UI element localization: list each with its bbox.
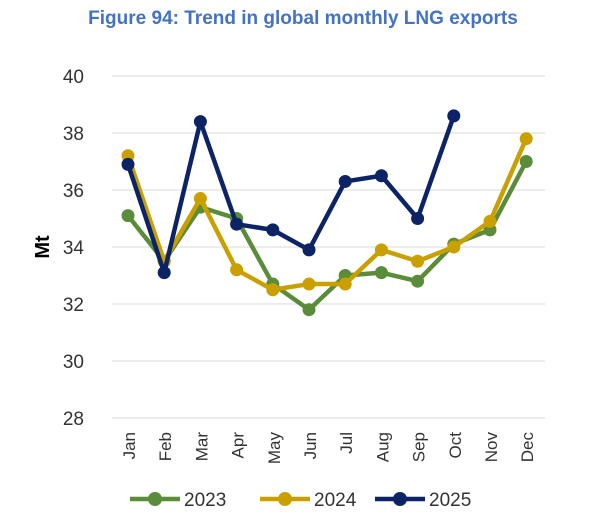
x-tick-label: Dec bbox=[518, 432, 537, 463]
x-tick-label: Feb bbox=[156, 432, 175, 461]
x-tick-label: Jan bbox=[120, 432, 139, 459]
data-point-2025 bbox=[374, 169, 388, 183]
x-tick-label: Oct bbox=[446, 432, 465, 459]
y-tick-label: 32 bbox=[63, 295, 84, 316]
y-tick-label: 40 bbox=[63, 67, 84, 88]
data-point-2025 bbox=[302, 243, 316, 257]
data-point-2025 bbox=[266, 223, 280, 237]
legend-label: 2023 bbox=[184, 490, 226, 511]
y-tick-label: 34 bbox=[63, 238, 85, 259]
data-point-2024 bbox=[447, 240, 461, 254]
x-tick-label: Aug bbox=[373, 432, 392, 462]
legend-label: 2024 bbox=[314, 490, 357, 511]
data-point-2025 bbox=[121, 157, 135, 171]
x-tick-label: May bbox=[265, 432, 284, 465]
y-tick-label: 38 bbox=[63, 124, 84, 145]
data-point-2024 bbox=[266, 283, 280, 297]
data-point-2025 bbox=[193, 115, 207, 129]
data-point-2024 bbox=[230, 263, 244, 277]
data-point-2024 bbox=[193, 192, 207, 206]
data-point-2023 bbox=[411, 274, 425, 288]
data-point-2025 bbox=[157, 266, 171, 280]
data-point-2023 bbox=[121, 209, 135, 223]
x-tick-label: Nov bbox=[482, 432, 501, 463]
data-point-2024 bbox=[374, 243, 388, 257]
data-point-2023 bbox=[302, 303, 316, 317]
data-point-2024 bbox=[302, 277, 316, 291]
legend-marker-2025 bbox=[393, 492, 407, 506]
data-point-2025 bbox=[447, 109, 461, 123]
x-tick-label: Jul bbox=[337, 432, 356, 454]
data-point-2025 bbox=[411, 212, 425, 225]
data-point-2025 bbox=[338, 174, 352, 188]
x-tick-label: Apr bbox=[229, 432, 248, 459]
data-point-2024 bbox=[519, 132, 533, 146]
series-line-2024 bbox=[125, 137, 529, 292]
chart-title: Figure 94: Trend in global monthly LNG e… bbox=[88, 8, 518, 29]
data-point-2023 bbox=[374, 266, 388, 280]
y-tick-label: 28 bbox=[63, 409, 84, 430]
data-point-2024 bbox=[338, 277, 352, 291]
y-tick-label: 30 bbox=[63, 352, 84, 373]
x-tick-label: Sep bbox=[410, 432, 429, 462]
legend-marker-2024 bbox=[278, 492, 292, 506]
data-point-2023 bbox=[519, 155, 533, 168]
series-line-2025 bbox=[125, 115, 456, 275]
y-tick-label: 36 bbox=[63, 181, 84, 202]
x-tick-label: Jun bbox=[301, 432, 320, 459]
x-tick-label: Mar bbox=[192, 432, 211, 462]
data-point-2025 bbox=[230, 217, 244, 231]
data-point-2024 bbox=[411, 254, 425, 268]
data-point-2024 bbox=[483, 214, 497, 228]
legend-label: 2025 bbox=[429, 490, 471, 511]
legend-marker-2023 bbox=[148, 492, 162, 506]
y-axis-label: Mt bbox=[32, 235, 54, 259]
